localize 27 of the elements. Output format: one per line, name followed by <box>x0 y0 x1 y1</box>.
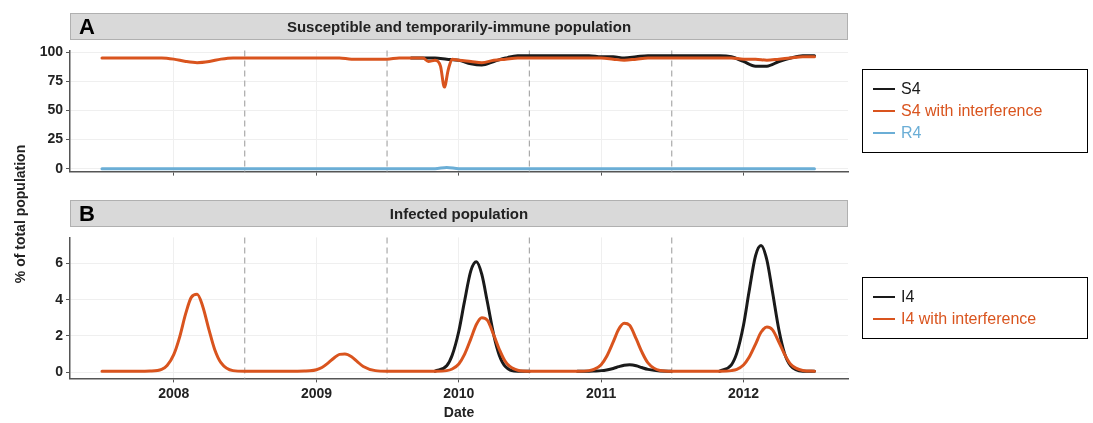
x-tick-label: 2010 <box>443 384 475 401</box>
chart-title: Susceptible and temporarily-immune population <box>286 18 632 35</box>
chart-title: Infected population <box>389 205 529 222</box>
text: B <box>79 201 95 226</box>
x-tick-label: 2012 <box>727 384 760 401</box>
y-tick-label: 0 <box>55 159 64 176</box>
y-tick-label: 0 <box>55 362 64 379</box>
y-tick-label: 100 <box>39 43 64 60</box>
legend-label: S4 <box>901 80 921 98</box>
legend-label: R4 <box>901 124 922 142</box>
y-tick-label: 6 <box>55 254 64 271</box>
legend-label: S4 with interference <box>901 102 1043 120</box>
line-series <box>100 292 816 373</box>
text: A <box>79 14 95 39</box>
y-axis-title: % of total population <box>12 145 28 284</box>
y-tick-label: 75 <box>47 72 64 89</box>
x-tick-label: 2009 <box>300 384 333 401</box>
x-tick-label: 2011 <box>585 384 617 401</box>
x-axis-title: Date <box>443 404 475 421</box>
x-tick-label: 2008 <box>158 384 190 401</box>
legend-label: I4 <box>901 287 915 306</box>
y-tick-label: 25 <box>47 130 64 147</box>
y-tick-label: 50 <box>47 101 64 118</box>
legend-label: I4 with interference <box>901 309 1037 328</box>
y-tick-label: 2 <box>55 326 64 343</box>
y-tick-label: 4 <box>55 290 64 307</box>
line-series <box>100 55 816 89</box>
